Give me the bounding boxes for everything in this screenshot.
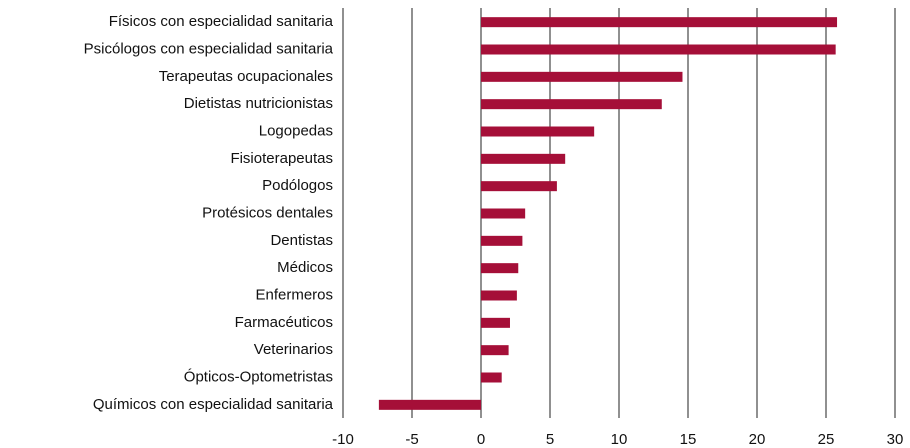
y-tick-label: Podólogos	[262, 177, 333, 194]
y-tick-label: Psicólogos con especialidad sanitaria	[84, 40, 334, 57]
bar	[481, 263, 519, 274]
y-tick-label: Terapeutas ocupacionales	[159, 68, 333, 85]
bar	[481, 372, 502, 383]
bar	[481, 181, 557, 192]
y-tick-label: Fisioterapeutas	[230, 150, 333, 167]
y-tick-label: Químicos con especialidad sanitaria	[93, 396, 334, 413]
bar	[481, 17, 838, 28]
bar	[481, 235, 523, 246]
x-tick-label: 15	[680, 431, 697, 448]
y-tick-label: Enfermeros	[255, 286, 333, 303]
y-tick-label: Médicos	[277, 259, 333, 276]
x-tick-label: 10	[611, 431, 628, 448]
y-tick-label: Dietistas nutricionistas	[184, 95, 333, 112]
bar	[481, 44, 836, 55]
x-tick-label: -5	[405, 431, 418, 448]
x-tick-label: 0	[477, 431, 485, 448]
x-tick-label: 30	[887, 431, 904, 448]
y-tick-label: Físicos con especialidad sanitaria	[109, 13, 334, 30]
y-tick-label: Ópticos-Optometristas	[184, 368, 333, 385]
bar	[481, 153, 566, 164]
bar	[481, 317, 510, 328]
y-tick-label: Protésicos dentales	[202, 204, 333, 221]
x-tick-label: -10	[332, 431, 354, 448]
bar	[378, 399, 481, 410]
bar	[481, 126, 595, 137]
y-tick-label: Dentistas	[270, 232, 333, 249]
bar	[481, 71, 683, 82]
y-tick-label: Logopedas	[259, 122, 333, 139]
y-tick-label: Veterinarios	[254, 341, 333, 358]
bar	[481, 99, 662, 110]
bar	[481, 208, 526, 219]
y-tick-label: Farmacéuticos	[235, 314, 333, 331]
x-tick-label: 5	[546, 431, 554, 448]
x-tick-label: 25	[818, 431, 835, 448]
x-tick-label: 20	[749, 431, 766, 448]
bar	[481, 345, 509, 356]
bar	[481, 290, 517, 301]
